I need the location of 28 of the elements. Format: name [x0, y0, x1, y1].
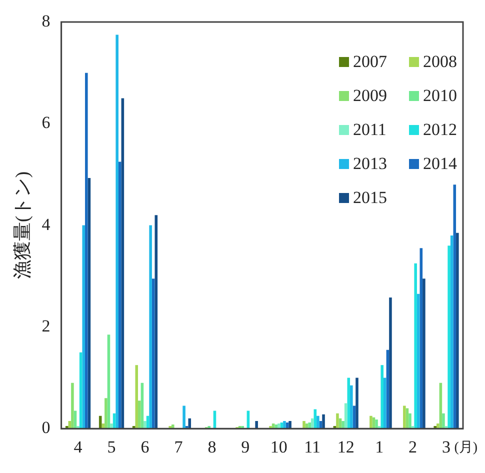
- x-tick-label: 4: [74, 437, 83, 456]
- legend-label: 2013: [353, 154, 387, 174]
- y-tick-label: 2: [42, 316, 50, 336]
- text: (月): [454, 440, 478, 456]
- y-tick-label: 8: [42, 11, 50, 30]
- x-tick-label: 8: [208, 437, 216, 456]
- y-tick-label: 6: [42, 113, 50, 132]
- y-tick-label: 4: [42, 214, 51, 234]
- x-tick-label: 12: [337, 437, 354, 456]
- x-tick-label: 7: [174, 437, 184, 456]
- x-tick-label: 10: [270, 437, 288, 456]
- legend-label: 2010: [423, 86, 457, 106]
- legend-label: 2014: [423, 154, 457, 174]
- x-tick-label: 3: [442, 437, 451, 456]
- legend-label: 2009: [353, 86, 387, 106]
- y-axis-title: 漁獲量(トン): [12, 171, 34, 280]
- x-tick-label: 9: [241, 437, 250, 456]
- x-tick-label: 6: [140, 437, 150, 456]
- x-tick-label: 2: [408, 437, 418, 456]
- y-tick-label: 0: [42, 418, 50, 438]
- legend-label: 2007: [353, 52, 387, 72]
- x-tick-label: 1: [375, 437, 384, 456]
- legend-label: 2011: [353, 120, 386, 140]
- legend-label: 2012: [423, 120, 457, 140]
- x-tick-label: 5: [107, 437, 116, 456]
- legend-label: 2015: [353, 188, 387, 208]
- legend-label: 2008: [423, 52, 457, 72]
- x-tick-label: 11: [304, 437, 321, 456]
